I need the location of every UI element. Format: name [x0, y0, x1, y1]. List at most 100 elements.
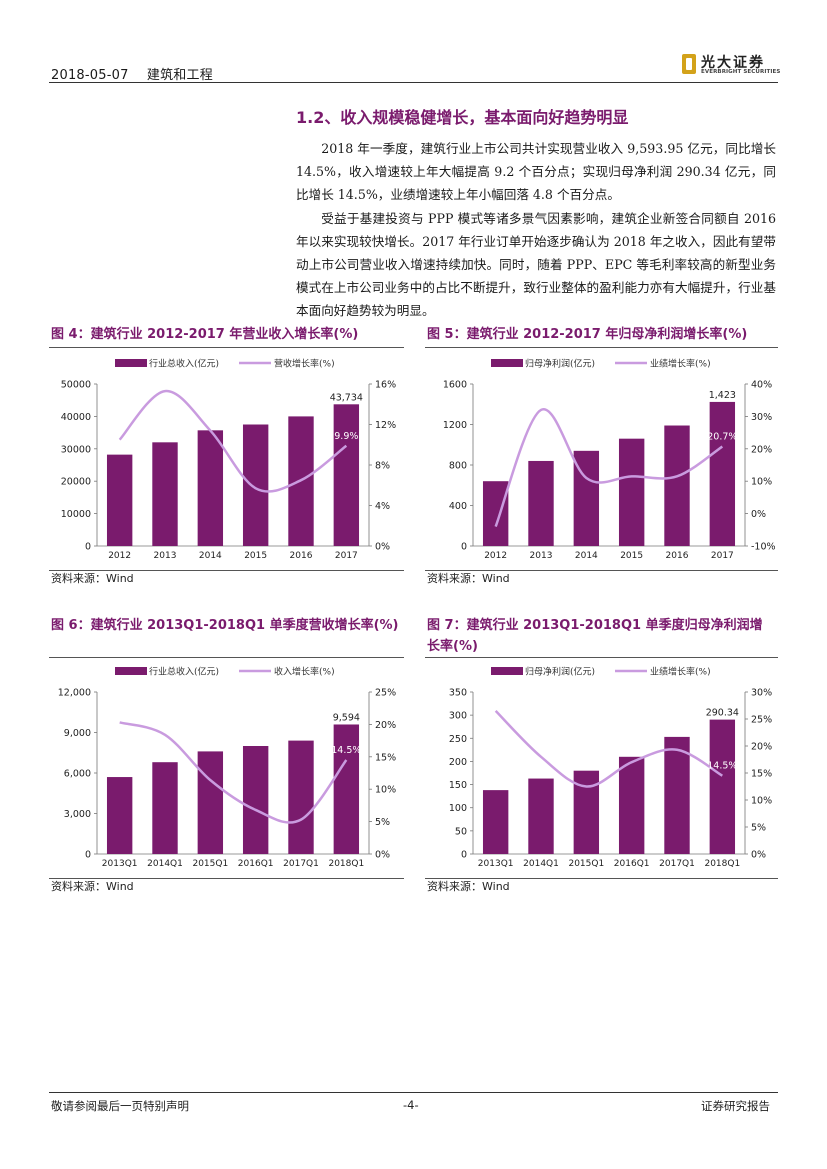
legend-line-label: 业绩增长率(%) — [650, 666, 711, 678]
report-date: 2018-05-07 — [51, 68, 129, 83]
y-tick-label-left: 200 — [449, 757, 467, 768]
x-tick-label: 2014Q1 — [147, 859, 183, 869]
figure-5-rule — [425, 347, 778, 348]
y-tick-label-right: 8% — [375, 461, 390, 472]
line-series — [494, 408, 724, 528]
figure-6-rule — [49, 657, 404, 658]
y-tick-label-left: 0 — [461, 850, 467, 861]
y-tick-label-right: 25% — [375, 688, 396, 699]
figure-6-chart: 行业总收入(亿元) 收入增长率(%) 0 3,000 6,000 9,000 12,000 0… — [58, 666, 396, 870]
y-tick-label-right: 20% — [751, 444, 772, 455]
y-tick-label-left: 250 — [449, 734, 467, 745]
bar — [197, 430, 224, 546]
x-tick-label: 2014Q1 — [523, 859, 559, 869]
bar — [482, 790, 509, 854]
footer-disclaimer: 敬请参阅最后一页特别声明 — [51, 1099, 189, 1113]
y-tick-label-left: 300 — [449, 711, 467, 722]
legend-bar-label: 归母净利润(亿元) — [525, 666, 595, 678]
bar — [333, 724, 360, 854]
x-tick-label: 2013Q1 — [102, 859, 138, 869]
y-tick-label-right: 0% — [751, 850, 766, 861]
y-tick-label-right: 30% — [751, 412, 772, 423]
line-series — [494, 710, 723, 788]
company-logo: 光大证券 EVERBRIGHT SECURITIES — [682, 52, 782, 78]
x-tick-label: 2017Q1 — [659, 859, 695, 869]
y-tick-label-right: 5% — [375, 817, 390, 828]
logo-mark-icon — [682, 54, 696, 74]
x-tick-label: 2015 — [244, 551, 267, 561]
x-tick-label: 2012 — [484, 551, 507, 561]
footer-report-type: 证券研究报告 — [701, 1099, 770, 1113]
figure-7-rule — [425, 657, 778, 658]
report-sector: 建筑和工程 — [146, 68, 213, 83]
x-tick-label: 2017 — [335, 551, 358, 561]
legend-line-label: 收入增长率(%) — [274, 666, 335, 678]
bar — [242, 424, 269, 546]
figure-7-chart: 归母净利润(亿元) 业绩增长率(%) 0 50 100 150 200 250 300 350 0%… — [449, 666, 772, 870]
figure-5-source: 资料来源：Wind — [427, 572, 510, 585]
y-tick-label-right: 0% — [751, 509, 766, 520]
legend-bar-label: 行业总收入(亿元) — [149, 666, 219, 678]
y-tick-label-left: 50000 — [61, 380, 91, 391]
bar — [106, 777, 133, 854]
y-tick-label-left: 50 — [455, 826, 467, 837]
section-title: 1.2、收入规模稳健增长，基本面向好趋势明显 — [296, 108, 629, 127]
y-tick-label-left: 3,000 — [64, 809, 91, 820]
y-tick-label-right: 20% — [375, 720, 396, 731]
x-tick-label: 2015 — [620, 551, 643, 561]
x-tick-label: 2013 — [530, 551, 553, 561]
y-tick-label-right: -10% — [751, 542, 776, 553]
bar — [152, 442, 178, 546]
legend-bar-label: 归母净利润(亿元) — [525, 358, 595, 370]
y-tick-label-right: 12% — [375, 420, 396, 431]
figure-7-title-line1: 图 7：建筑行业 2013Q1-2018Q1 单季度归母净利润增 — [427, 618, 763, 633]
legend-bar-swatch — [491, 667, 523, 675]
y-tick-label-right: 4% — [375, 501, 390, 512]
paragraph-2: 受益于基建投资与 PPP 模式等诸多景气因素影响，建筑企业新签合同额自 2016… — [296, 211, 776, 318]
bar — [197, 751, 224, 854]
y-tick-label-left: 150 — [449, 780, 467, 791]
line-data-label: 20.7% — [707, 432, 737, 443]
y-tick-label-right: 40% — [751, 380, 772, 391]
figure-4-chart: 行业总收入(亿元) 营收增长率(%) 0 10000 20000 30000 40000 50… — [61, 358, 396, 562]
x-tick-label: 2016 — [290, 551, 313, 561]
bar — [152, 762, 178, 854]
legend-line-label: 业绩增长率(%) — [650, 358, 711, 370]
paragraph-1: 2018 年一季度，建筑行业上市公司共计实现营业收入 9,593.95 亿元，同… — [296, 141, 776, 202]
x-tick-label: 2012 — [108, 551, 131, 561]
bar — [664, 736, 690, 854]
bar-data-label: 1,423 — [709, 390, 736, 401]
y-tick-label-right: 16% — [375, 380, 396, 391]
logo-text-en: EVERBRIGHT SECURITIES — [701, 69, 781, 75]
footer-divider — [49, 1092, 778, 1093]
y-tick-label-left: 30000 — [61, 444, 91, 455]
y-tick-label-right: 0% — [375, 850, 390, 861]
x-tick-label: 2014 — [575, 551, 598, 561]
y-tick-label-right: 15% — [375, 752, 396, 763]
figure-5-bottom-rule — [425, 570, 778, 571]
bar — [242, 746, 269, 854]
y-tick-label-right: 0% — [375, 542, 390, 553]
figure-6-title: 图 6：建筑行业 2013Q1-2018Q1 单季度营收增长率(%) — [51, 618, 399, 633]
y-tick-label-left: 0 — [85, 850, 91, 861]
y-tick-label-left: 100 — [449, 803, 467, 814]
y-tick-label-right: 30% — [751, 688, 772, 699]
figure-6-bottom-rule — [49, 878, 404, 879]
bar — [709, 719, 736, 854]
y-tick-label-left: 12,000 — [58, 688, 91, 699]
y-tick-label-left: 1200 — [443, 420, 467, 431]
y-tick-label-right: 5% — [751, 823, 766, 834]
legend-bar-swatch — [115, 359, 147, 367]
figure-7-title-line2: 长率(%) — [427, 639, 478, 654]
bar — [106, 454, 133, 546]
bar-data-label: 290.34 — [706, 708, 739, 719]
legend-bar-label: 行业总收入(亿元) — [149, 358, 219, 370]
y-tick-label-right: 10% — [751, 796, 772, 807]
figure-4-source: 资料来源：Wind — [51, 572, 134, 585]
y-tick-label-left: 10000 — [61, 509, 91, 520]
figure-6-source: 资料来源：Wind — [51, 880, 134, 893]
x-tick-label: 2015Q1 — [192, 859, 228, 869]
y-tick-label-left: 9,000 — [64, 728, 91, 739]
x-tick-label: 2018Q1 — [328, 859, 364, 869]
y-tick-label-left: 6,000 — [64, 769, 91, 780]
